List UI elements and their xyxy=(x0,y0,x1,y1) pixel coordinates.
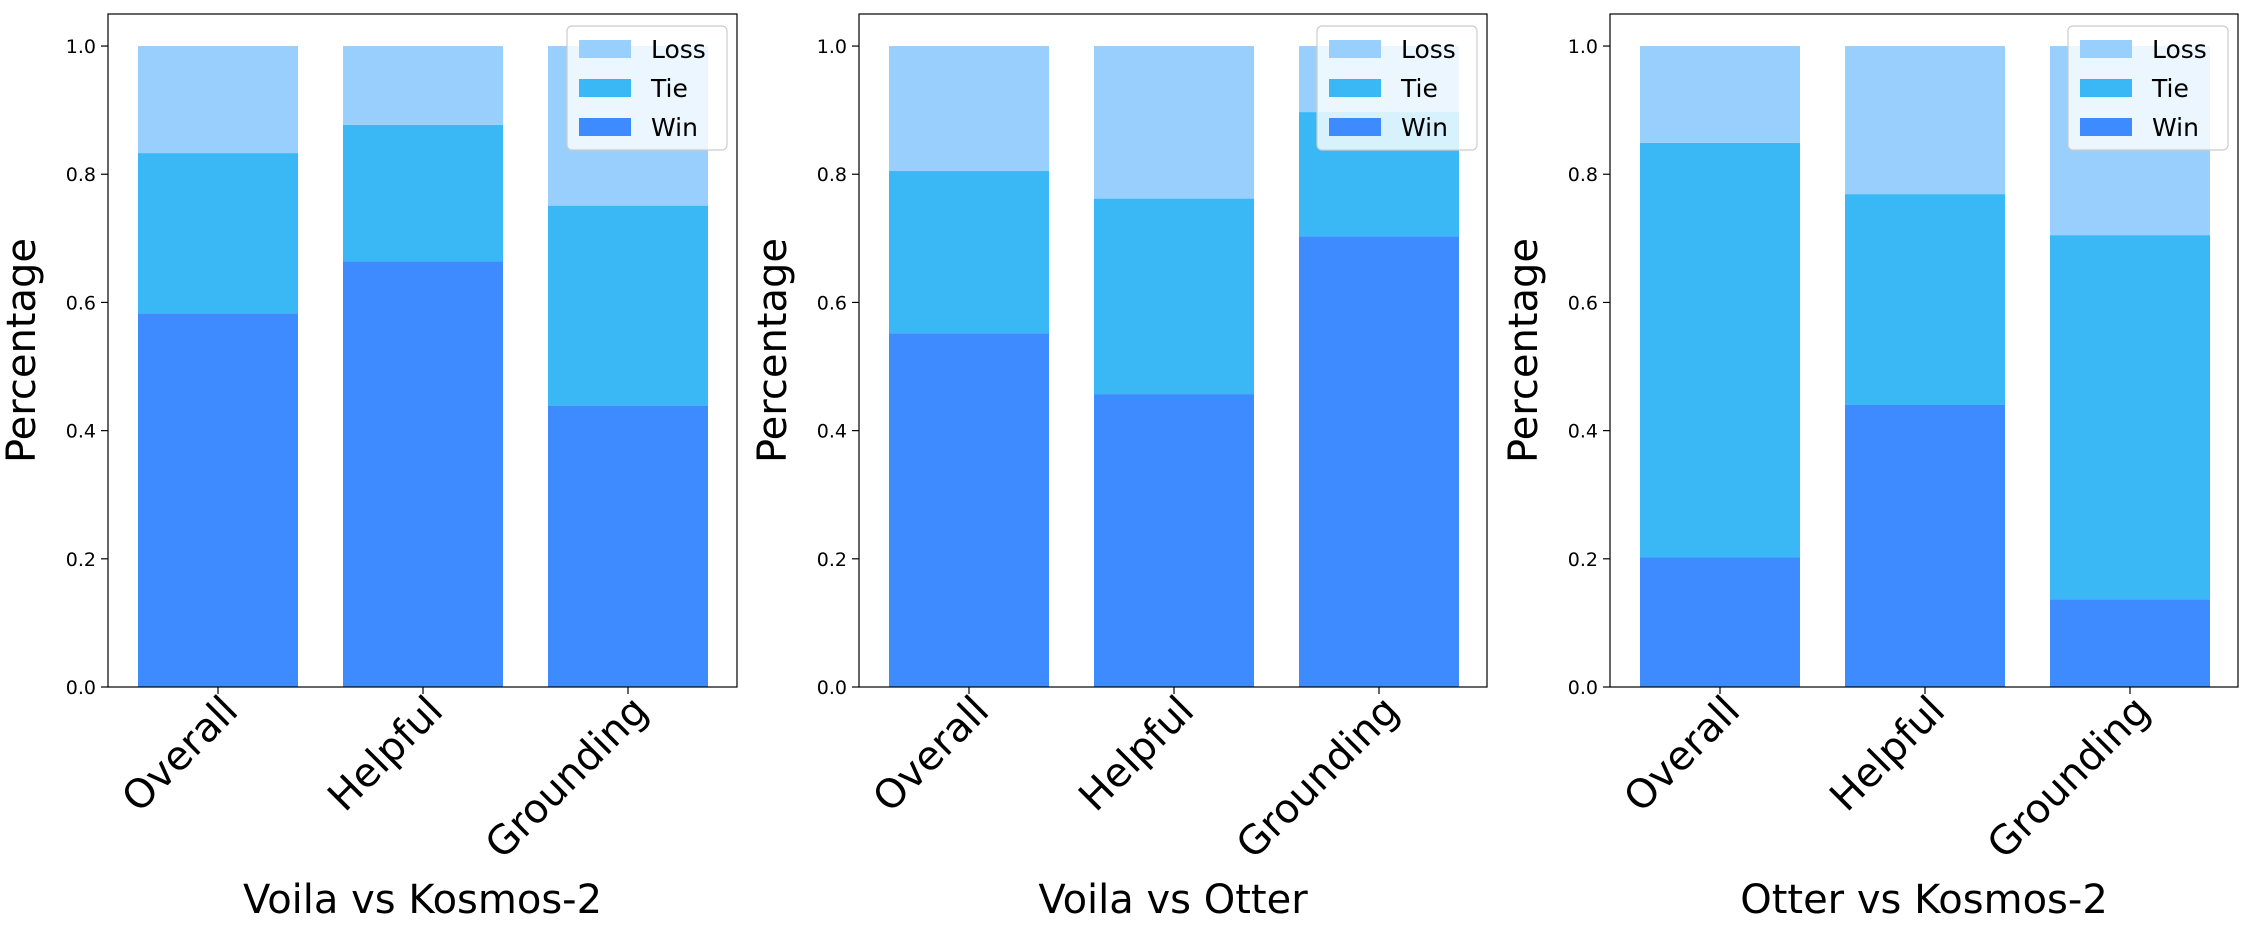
bar-loss-overall xyxy=(138,46,298,154)
y-axis: 0.0 0.2 0.4 0.6 0.8 1.0 xyxy=(1568,36,1610,699)
x-tick-label-grounding: Grounding xyxy=(1979,688,2159,868)
y-tick-label: 0.0 xyxy=(1568,677,1598,699)
bar-win-overall xyxy=(889,333,1049,687)
legend-swatch-tie xyxy=(1329,79,1381,97)
legend-label-tie: Tie xyxy=(650,74,688,103)
bar-win-grounding xyxy=(548,405,708,687)
legend-swatch-loss xyxy=(1329,40,1381,58)
bar-loss-overall xyxy=(1640,46,1800,143)
y-axis-label: Percentage xyxy=(0,238,45,463)
legend-label-win: Win xyxy=(1401,113,1448,142)
legend-swatch-tie xyxy=(2080,79,2132,97)
legend-swatch-win xyxy=(1329,118,1381,136)
legend: Loss Tie Win xyxy=(1316,25,1478,151)
bar-win-grounding xyxy=(1299,236,1459,688)
axes-frame xyxy=(1609,13,2239,688)
bar-win-helpful xyxy=(1845,404,2005,687)
y-axis-label: Percentage xyxy=(1501,238,1547,463)
bar-tie-grounding xyxy=(2050,235,2210,600)
legend-swatch-loss xyxy=(579,40,631,58)
x-tick-label-overall: Overall xyxy=(864,688,998,822)
axes-frame xyxy=(858,13,1488,688)
chart-panel-3: 0.0 0.2 0.4 0.6 0.8 1.0 Percentage Overall Helpf… xyxy=(1501,13,2239,923)
x-tick-label-grounding: Grounding xyxy=(477,688,657,868)
legend-swatch-win xyxy=(2080,118,2132,136)
x-axis-label: Voila vs Otter xyxy=(1038,877,1308,923)
bar-tie-overall xyxy=(889,171,1049,334)
chart-panel-1: 0.0 0.2 0.4 0.6 0.8 1.0 Percentage Overall Helpf… xyxy=(0,13,738,923)
chart-panel-2: 0.0 0.2 0.4 0.6 0.8 1.0 Percentage Overall Helpf… xyxy=(750,13,1488,923)
y-axis: 0.0 0.2 0.4 0.6 0.8 1.0 xyxy=(66,36,108,699)
y-axis: 0.0 0.2 0.4 0.6 0.8 1.0 xyxy=(817,36,859,699)
legend: Loss Tie Win xyxy=(566,25,728,151)
bar-loss-helpful xyxy=(1845,46,2005,195)
x-tick-label-overall: Overall xyxy=(113,688,247,822)
legend-label-loss: Loss xyxy=(2152,35,2207,64)
bar-win-helpful xyxy=(343,261,503,687)
bar-win-overall xyxy=(1640,557,1800,687)
x-axis: Overall Helpful Grounding xyxy=(864,687,1408,868)
y-tick-label: 0.8 xyxy=(66,164,96,186)
legend-label-loss: Loss xyxy=(651,35,706,64)
x-tick-label-grounding: Grounding xyxy=(1228,688,1408,868)
bar-win-overall xyxy=(138,313,298,687)
bar-win-grounding xyxy=(2050,599,2210,687)
x-axis: Overall Helpful Grounding xyxy=(1615,687,2159,868)
legend: Loss Tie Win xyxy=(2067,25,2229,151)
y-tick-label: 0.4 xyxy=(817,421,847,443)
legend-label-loss: Loss xyxy=(1401,35,1456,64)
x-axis: Overall Helpful Grounding xyxy=(113,687,657,868)
legend-swatch-loss xyxy=(2080,40,2132,58)
x-tick-label-overall: Overall xyxy=(1615,688,1749,822)
bar-tie-helpful xyxy=(343,124,503,262)
y-tick-label: 0.0 xyxy=(66,677,96,699)
y-tick-label: 0.2 xyxy=(1568,549,1598,571)
y-axis-label: Percentage xyxy=(750,238,796,463)
y-tick-label: 0.4 xyxy=(1568,421,1598,443)
legend-swatch-win xyxy=(579,118,631,136)
bar-loss-helpful xyxy=(343,46,503,125)
bar-tie-grounding xyxy=(548,205,708,406)
legend-label-tie: Tie xyxy=(2151,74,2189,103)
y-tick-label: 0.6 xyxy=(1568,292,1598,314)
bar-tie-overall xyxy=(138,153,298,314)
legend-label-tie: Tie xyxy=(1400,74,1438,103)
legend-label-win: Win xyxy=(2152,113,2199,142)
bar-tie-helpful xyxy=(1845,194,2005,405)
bars xyxy=(889,46,1459,688)
bar-loss-helpful xyxy=(1094,46,1254,199)
x-tick-label-helpful: Helpful xyxy=(1070,688,1203,821)
legend-swatch-tie xyxy=(579,79,631,97)
legend-label-win: Win xyxy=(651,113,698,142)
bar-tie-overall xyxy=(1640,142,1800,558)
bar-loss-overall xyxy=(889,46,1049,172)
bars xyxy=(1640,46,2210,687)
x-tick-label-helpful: Helpful xyxy=(319,688,452,821)
x-axis-label: Otter vs Kosmos-2 xyxy=(1740,877,2108,923)
y-tick-label: 0.6 xyxy=(66,292,96,314)
y-tick-label: 1.0 xyxy=(66,36,96,58)
y-tick-label: 0.0 xyxy=(817,677,847,699)
y-tick-label: 0.8 xyxy=(817,164,847,186)
y-tick-label: 1.0 xyxy=(817,36,847,58)
y-tick-label: 0.6 xyxy=(817,292,847,314)
y-tick-label: 1.0 xyxy=(1568,36,1598,58)
x-tick-label-helpful: Helpful xyxy=(1821,688,1954,821)
y-tick-label: 0.2 xyxy=(817,549,847,571)
bar-tie-helpful xyxy=(1094,198,1254,395)
x-axis-label: Voila vs Kosmos-2 xyxy=(243,877,602,923)
bar-win-helpful xyxy=(1094,394,1254,687)
y-tick-label: 0.4 xyxy=(66,421,96,443)
y-tick-label: 0.2 xyxy=(66,549,96,571)
y-tick-label: 0.8 xyxy=(1568,164,1598,186)
